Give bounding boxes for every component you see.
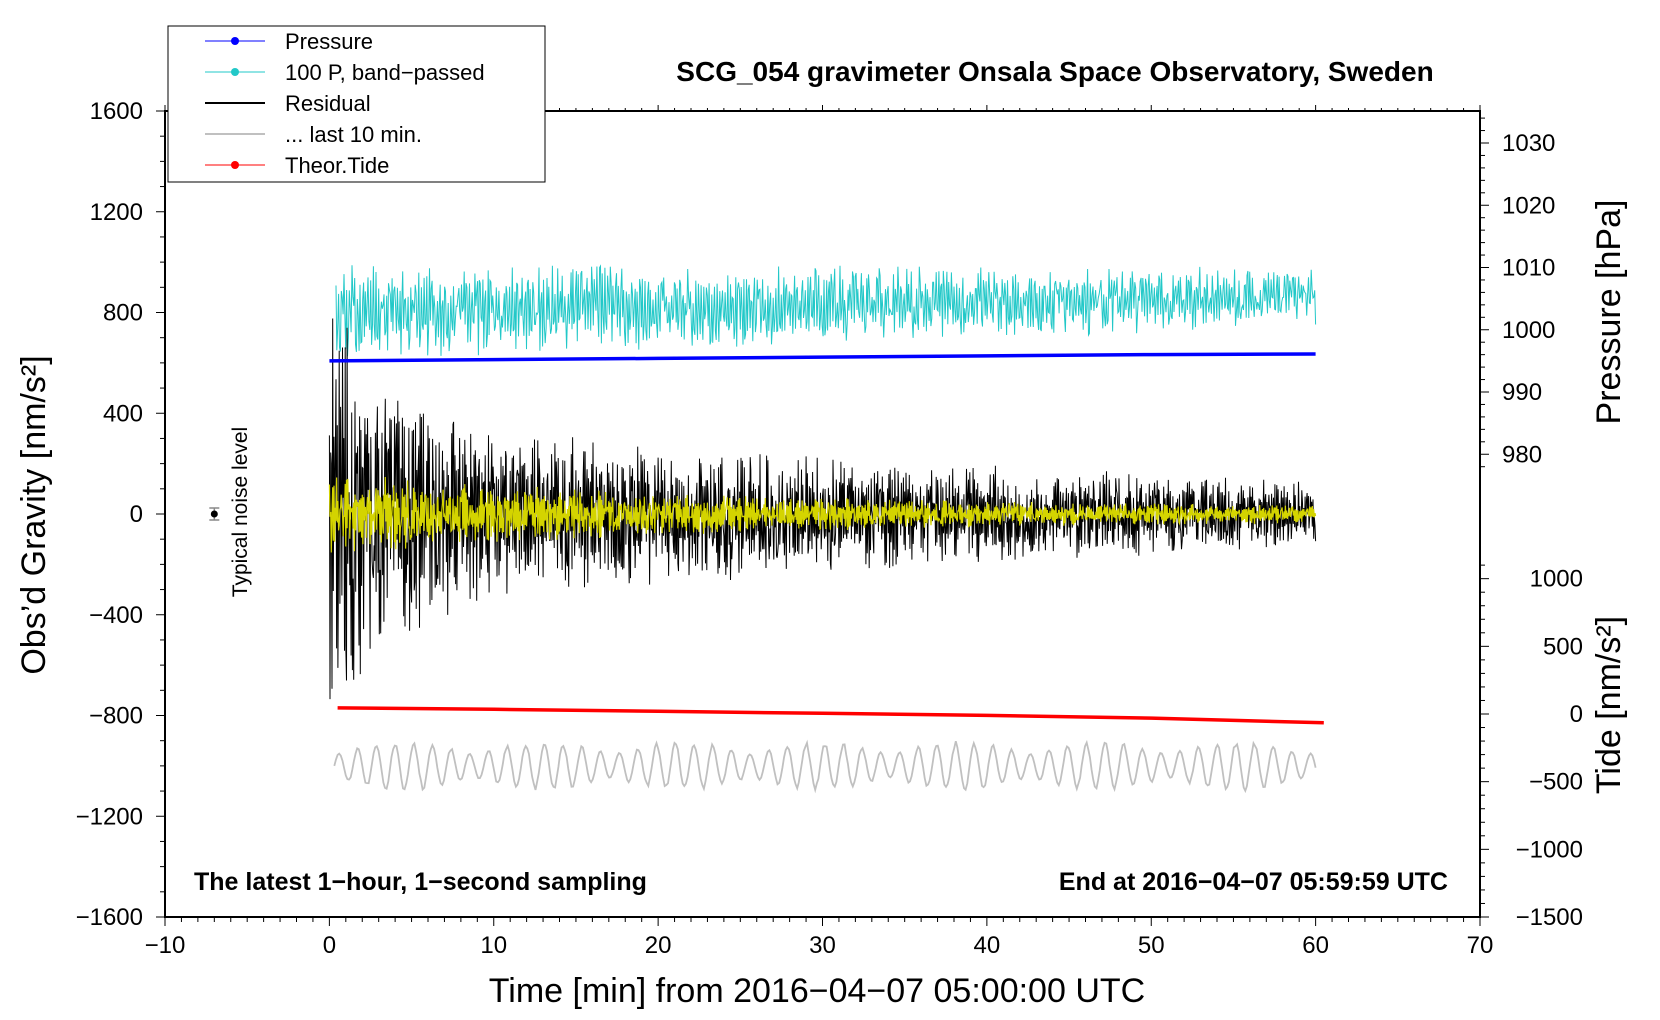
pressure-tick-label: 980 (1502, 441, 1542, 468)
pressure-tick-label: 1000 (1502, 317, 1555, 344)
annotation-bottom-left: The latest 1−hour, 1−second sampling (194, 868, 647, 896)
tide-tick-label: 1000 (1530, 566, 1583, 593)
pressure-tick-label: 990 (1502, 379, 1542, 406)
axes-layer: −10 0 10 20 30 40 50 60 70−1600−1200−800−4000400… (76, 98, 1583, 959)
tide-tick-label: 0 (1570, 701, 1583, 728)
legend-label: 100 P, band−passed (285, 60, 485, 85)
series-residual-bandpassed (328, 476, 1317, 553)
y-axis-title-tide: Tide [nm/s²] (1590, 616, 1628, 794)
x-tick-label: −10 (145, 932, 186, 959)
tide-tick-label: −1000 (1516, 836, 1583, 863)
legend-marker (231, 161, 239, 169)
legend: Pressure 100 P, band−passed Residual ... la… (167, 25, 546, 183)
legend-label: Theor.Tide (285, 153, 389, 178)
series-theor-tide (337, 706, 1324, 725)
series-residual (328, 318, 1317, 700)
legend-entries: Pressure 100 P, band−passed Residual ... la… (205, 29, 485, 178)
legend-label: ... last 10 min. (285, 122, 422, 147)
legend-label: Pressure (285, 29, 373, 54)
y-tick-label-left: −400 (89, 602, 143, 629)
y-tick-label-left: 1600 (90, 98, 143, 125)
y-tick-label-left: −1200 (76, 803, 143, 830)
series-pressure (329, 352, 1316, 363)
series-last-10-min (333, 739, 1317, 794)
y-tick-label-left: 0 (130, 501, 143, 528)
legend-label: Residual (285, 91, 371, 116)
series-bandpassed-pressure (335, 264, 1317, 357)
tide-tick-label: −1500 (1516, 904, 1583, 931)
y-tick-label-left: 400 (103, 400, 143, 427)
legend-marker (231, 37, 239, 45)
x-tick-label: 30 (809, 932, 836, 959)
y-tick-label-left: −1600 (76, 904, 143, 931)
annotation-bottom-right: End at 2016−04−07 05:59:59 UTC (1059, 868, 1448, 896)
x-tick-label: 10 (480, 932, 507, 959)
y-axis-title-left: Obs’d Gravity [nm/s²] (15, 355, 53, 674)
noise-level-point (210, 510, 218, 518)
y-axis-title-pressure: Pressure [hPa] (1590, 200, 1628, 425)
pressure-tick-label: 1020 (1502, 192, 1555, 219)
pressure-tick-label: 1030 (1502, 130, 1555, 157)
x-tick-label: 20 (645, 932, 672, 959)
noise-level-label: Typical noise level (229, 427, 252, 597)
chart-title: SCG_054 gravimeter Onsala Space Observat… (676, 56, 1433, 87)
x-tick-label: 50 (1138, 932, 1165, 959)
y-tick-label-left: 800 (103, 300, 143, 327)
x-tick-label: 70 (1467, 932, 1494, 959)
y-tick-label-left: −800 (89, 703, 143, 730)
legend-marker (231, 68, 239, 76)
pressure-tick-label: 1010 (1502, 255, 1555, 282)
y-tick-label-left: 1200 (90, 199, 143, 226)
tide-tick-label: −500 (1529, 769, 1583, 796)
x-tick-label: 60 (1302, 932, 1329, 959)
x-tick-label: 0 (323, 932, 336, 959)
tide-tick-label: 500 (1543, 633, 1583, 660)
series-layer (209, 264, 1324, 794)
x-tick-label: 40 (974, 932, 1001, 959)
x-axis-title: Time [min] from 2016−04−07 05:00:00 UTC (489, 972, 1145, 1010)
